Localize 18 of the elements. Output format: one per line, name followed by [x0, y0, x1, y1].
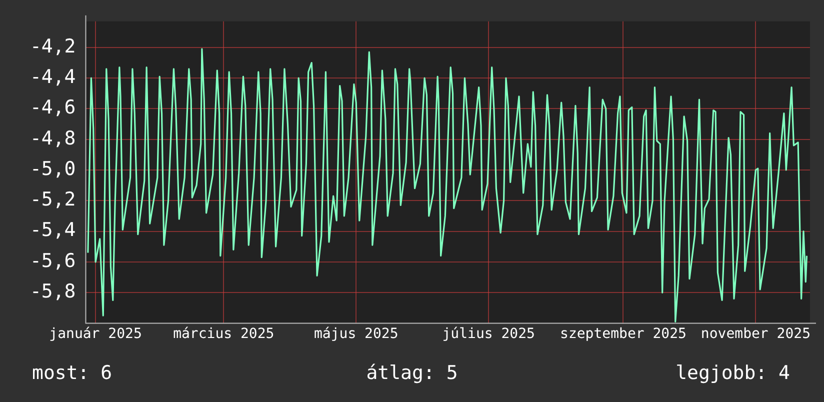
y-tick-label: -4,2 [30, 35, 76, 58]
y-tick-label: -4,8 [30, 127, 76, 150]
y-tick-label: -5,8 [30, 280, 76, 302]
y-tick-label: -4,6 [30, 96, 76, 119]
x-tick-label: március 2025 [173, 326, 274, 342]
x-tick-label: szeptember 2025 [560, 326, 686, 342]
text: most: 6 [32, 362, 112, 384]
y-tick-label: -5,2 [30, 188, 76, 211]
text: legjobb: 4 [676, 362, 790, 384]
y-tick-label: -4,4 [30, 66, 76, 88]
x-tick-label: november 2025 [700, 326, 810, 342]
x-tick-label: január 2025 [49, 326, 142, 342]
y-tick-label: -5,0 [30, 158, 76, 180]
text: átlag: 5 [366, 362, 458, 384]
x-tick-label: július 2025 [442, 326, 535, 342]
y-tick-label: -5,4 [30, 219, 76, 242]
y-tick-label: -5,6 [30, 250, 76, 272]
x-tick-label: május 2025 [314, 326, 398, 342]
